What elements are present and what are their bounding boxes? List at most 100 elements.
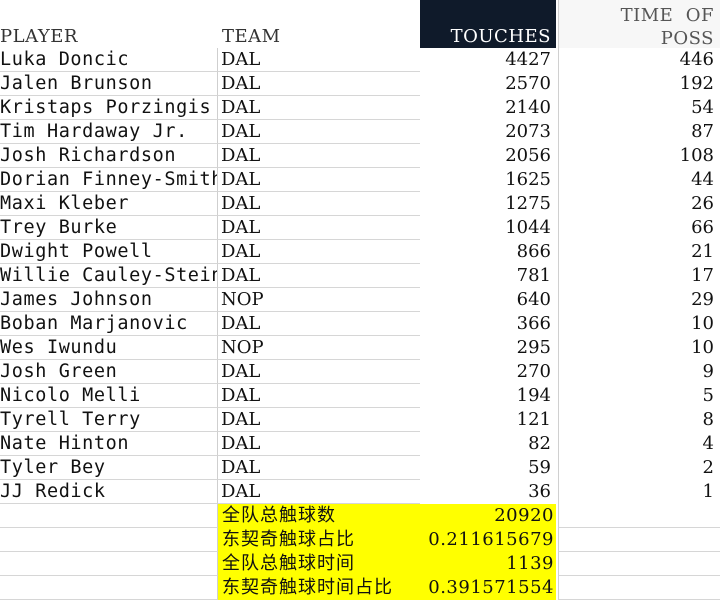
team-cell[interactable]: DAL [218, 384, 420, 408]
touches-cell[interactable]: 640 [516, 289, 551, 310]
time-of-poss-cell[interactable]: 66 [558, 216, 720, 240]
header-touches[interactable]: TOUCHES [420, 0, 556, 48]
summary-label-total-touch-time[interactable]: 全队总触球时间 [222, 553, 355, 574]
time-of-poss-cell[interactable]: 26 [558, 192, 720, 216]
empty-cell[interactable] [0, 552, 218, 576]
summary-value-total-touch-time[interactable]: 1139 [506, 553, 554, 574]
touches-cell[interactable]: 82 [528, 433, 551, 454]
touches-cell[interactable]: 194 [516, 385, 551, 406]
time-of-poss-cell[interactable]: 10 [558, 336, 720, 360]
touches-cell[interactable]: 2073 [505, 121, 551, 142]
team-cell[interactable]: DAL [218, 168, 420, 192]
player-cell[interactable]: Willie Cauley-Stein [0, 264, 218, 288]
empty-cell[interactable] [0, 576, 218, 600]
time-of-poss-cell[interactable]: 1 [558, 480, 720, 504]
table-row: Tyrell Terry DAL 121 8 [0, 408, 720, 432]
touches-cell[interactable]: 121 [516, 409, 551, 430]
player-cell[interactable]: Tyler Bey [0, 456, 218, 480]
team-cell[interactable]: DAL [218, 96, 420, 120]
empty-cell[interactable] [0, 528, 218, 552]
player-cell[interactable]: Tyrell Terry [0, 408, 218, 432]
summary-label-doncic-time-share[interactable]: 东契奇触球时间占比 [222, 577, 393, 598]
touches-cell[interactable]: 2056 [505, 145, 551, 166]
team-cell[interactable]: DAL [218, 312, 420, 336]
empty-cell[interactable] [558, 528, 720, 552]
header-row: PLAYER TEAM TOUCHES TIME OF POSS [0, 0, 720, 49]
summary-value-doncic-touch-share[interactable]: 0.211615679 [428, 529, 554, 550]
player-cell[interactable]: Nate Hinton [0, 432, 218, 456]
touches-cell[interactable]: 366 [516, 313, 551, 334]
team-cell[interactable]: DAL [218, 216, 420, 240]
team-cell[interactable]: NOP [218, 336, 420, 360]
team-cell[interactable]: DAL [218, 120, 420, 144]
time-of-poss-cell[interactable]: 17 [558, 264, 720, 288]
player-cell[interactable]: Dorian Finney-Smith [0, 168, 218, 192]
time-of-poss-cell[interactable]: 44 [558, 168, 720, 192]
header-team[interactable]: TEAM [222, 26, 281, 47]
time-of-poss-cell[interactable]: 5 [558, 384, 720, 408]
touches-cell[interactable]: 2140 [505, 97, 551, 118]
time-of-poss-cell[interactable]: 192 [558, 72, 720, 96]
team-cell[interactable]: NOP [218, 288, 420, 312]
time-of-poss-cell[interactable]: 54 [558, 96, 720, 120]
empty-cell[interactable] [558, 552, 720, 576]
touches-cell[interactable]: 781 [516, 265, 551, 286]
time-of-poss-cell[interactable]: 9 [558, 360, 720, 384]
team-cell[interactable]: DAL [218, 432, 420, 456]
player-cell[interactable]: Jalen Brunson [0, 72, 218, 96]
table-row: JJ Redick DAL 36 1 [0, 480, 720, 504]
player-cell[interactable]: Luka Doncic [0, 48, 218, 72]
player-cell[interactable]: Tim Hardaway Jr. [0, 120, 218, 144]
team-cell[interactable]: DAL [218, 48, 420, 72]
team-cell[interactable]: DAL [218, 264, 420, 288]
touches-cell[interactable]: 270 [516, 361, 551, 382]
team-cell[interactable]: DAL [218, 360, 420, 384]
time-of-poss-cell[interactable]: 108 [558, 144, 720, 168]
team-cell[interactable]: DAL [218, 408, 420, 432]
table-row: Luka Doncic DAL 4427 446 [0, 48, 720, 72]
player-cell[interactable]: Trey Burke [0, 216, 218, 240]
team-cell[interactable]: DAL [218, 480, 420, 504]
team-cell[interactable]: DAL [218, 456, 420, 480]
header-player[interactable]: PLAYER [0, 26, 78, 47]
empty-cell[interactable] [0, 504, 218, 528]
touches-cell[interactable]: 4427 [505, 49, 551, 70]
summary-label-total-touches[interactable]: 全队总触球数 [222, 505, 336, 526]
touches-cell[interactable]: 36 [528, 481, 551, 502]
player-cell[interactable]: Kristaps Porzingis [0, 96, 218, 120]
touches-cell[interactable]: 1625 [505, 169, 551, 190]
time-of-poss-cell[interactable]: 21 [558, 240, 720, 264]
time-of-poss-cell[interactable]: 2 [558, 456, 720, 480]
player-cell[interactable]: Wes Iwundu [0, 336, 218, 360]
team-cell[interactable]: DAL [218, 144, 420, 168]
team-cell[interactable]: DAL [218, 240, 420, 264]
touches-cell[interactable]: 866 [516, 241, 551, 262]
touches-cell[interactable]: 2570 [505, 73, 551, 94]
touches-cell[interactable]: 1044 [505, 217, 551, 238]
touches-cell[interactable]: 295 [516, 337, 551, 358]
summary-value-total-touches[interactable]: 20920 [494, 505, 554, 526]
player-cell[interactable]: Josh Richardson [0, 144, 218, 168]
time-of-poss-cell[interactable]: 446 [558, 48, 720, 72]
player-cell[interactable]: JJ Redick [0, 480, 218, 504]
summary-value-doncic-time-share[interactable]: 0.391571554 [428, 577, 554, 598]
player-cell[interactable]: Josh Green [0, 360, 218, 384]
team-cell[interactable]: DAL [218, 72, 420, 96]
touches-cell[interactable]: 59 [528, 457, 551, 478]
time-of-poss-cell[interactable]: 10 [558, 312, 720, 336]
empty-cell[interactable] [558, 504, 720, 528]
player-cell[interactable]: Dwight Powell [0, 240, 218, 264]
touches-cell[interactable]: 1275 [505, 193, 551, 214]
time-of-poss-cell[interactable]: 8 [558, 408, 720, 432]
player-cell[interactable]: Nicolo Melli [0, 384, 218, 408]
summary-label-doncic-touch-share[interactable]: 东契奇触球占比 [222, 529, 355, 550]
time-of-poss-cell[interactable]: 4 [558, 432, 720, 456]
player-cell[interactable]: James Johnson [0, 288, 218, 312]
empty-cell[interactable] [558, 576, 720, 600]
player-cell[interactable]: Boban Marjanovic [0, 312, 218, 336]
team-cell[interactable]: DAL [218, 192, 420, 216]
time-of-poss-cell[interactable]: 87 [558, 120, 720, 144]
header-time-of-poss[interactable]: TIME OF POSS [558, 0, 720, 49]
player-cell[interactable]: Maxi Kleber [0, 192, 218, 216]
time-of-poss-cell[interactable]: 29 [558, 288, 720, 312]
